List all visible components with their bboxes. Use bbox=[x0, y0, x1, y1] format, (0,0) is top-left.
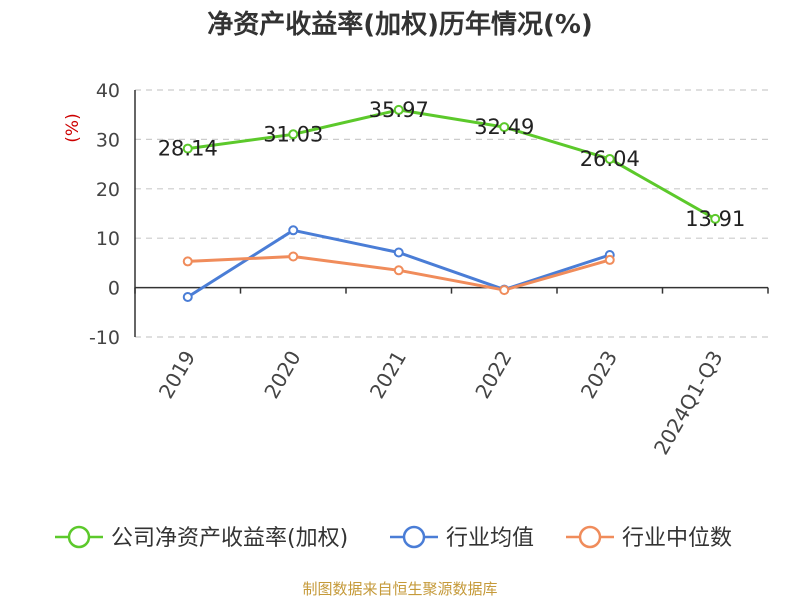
series-line-0 bbox=[187, 108, 716, 221]
legend-entry: 行业中位数 bbox=[622, 526, 732, 551]
y-tick-label: 10 bbox=[96, 228, 120, 250]
data-point bbox=[499, 122, 510, 133]
data-point bbox=[393, 247, 404, 258]
legend-marker bbox=[402, 525, 426, 549]
data-point bbox=[182, 291, 193, 302]
y-tick-label: 20 bbox=[96, 179, 120, 201]
data-point bbox=[288, 129, 299, 140]
x-tick-label: 2020 bbox=[259, 347, 305, 403]
x-tick-label: 2024Q1-Q3 bbox=[649, 347, 728, 459]
data-point bbox=[393, 104, 404, 115]
x-tick-label: 2019 bbox=[154, 347, 200, 403]
data-label: 35.97 bbox=[369, 98, 429, 122]
data-point bbox=[604, 254, 615, 265]
y-tick-label: 40 bbox=[96, 80, 120, 102]
data-point bbox=[182, 256, 193, 267]
y-tick-label: 0 bbox=[108, 278, 120, 300]
x-tick-label: 2023 bbox=[576, 347, 622, 403]
data-point bbox=[393, 265, 404, 276]
y-tick-label: -10 bbox=[89, 327, 120, 349]
data-point bbox=[288, 251, 299, 262]
legend-entry: 公司净资产收益率(加权) bbox=[111, 526, 348, 551]
data-point bbox=[710, 213, 721, 224]
data-label: 26.04 bbox=[580, 147, 640, 171]
legend-marker bbox=[67, 525, 91, 549]
data-label: 32.49 bbox=[474, 115, 534, 139]
data-point bbox=[499, 285, 510, 296]
chart-title: 净资产收益率(加权)历年情况(%) bbox=[207, 10, 593, 40]
data-label: 28.14 bbox=[158, 137, 218, 161]
legend-entry: 行业均值 bbox=[446, 526, 534, 551]
data-source-note: 制图数据来自恒生聚源数据库 bbox=[302, 580, 498, 598]
data-label: 31.03 bbox=[263, 122, 323, 146]
y-tick-label: 30 bbox=[96, 129, 120, 151]
data-point bbox=[288, 225, 299, 236]
x-tick-label: 2021 bbox=[365, 347, 411, 403]
data-point bbox=[182, 143, 193, 154]
data-label: 13.91 bbox=[685, 207, 745, 231]
x-tick-label: 2022 bbox=[470, 347, 516, 403]
data-point bbox=[604, 153, 615, 164]
legend-marker bbox=[578, 525, 602, 549]
y-axis-label: (%) bbox=[63, 113, 83, 142]
